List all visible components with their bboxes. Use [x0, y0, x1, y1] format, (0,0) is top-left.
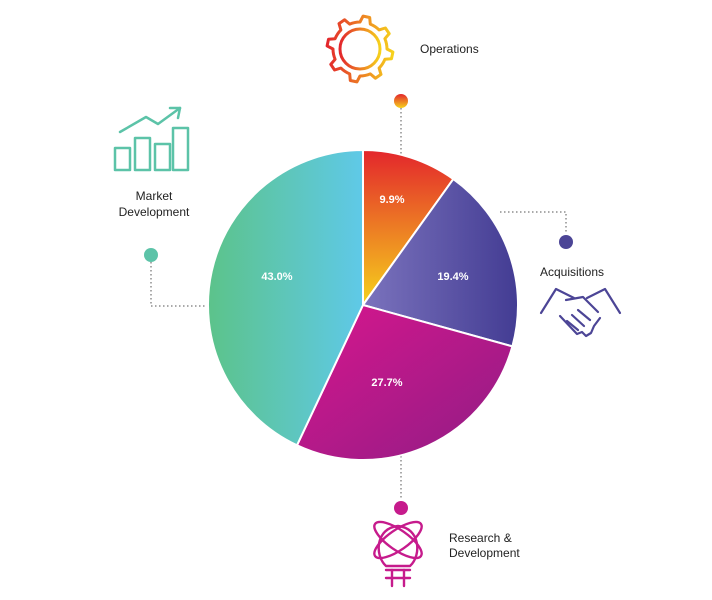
label-market-line2: Development — [119, 205, 190, 219]
pie-slices — [207, 148, 519, 461]
label-operations: Operations — [420, 42, 479, 56]
label-research-line2: Development — [449, 546, 520, 560]
growth-chart-icon — [113, 106, 190, 172]
handshake-icon — [539, 287, 622, 338]
pct-label-operations: 9.9% — [379, 194, 404, 206]
pie-slice-acquisitions — [361, 177, 519, 348]
connector-acquisitions — [500, 211, 567, 234]
label-research-line1: Research & — [449, 531, 512, 545]
connector-market — [150, 262, 212, 307]
dot-market — [144, 248, 158, 262]
label-market-line1: Market — [136, 189, 173, 203]
pct-label-acquisitions: 19.4% — [437, 271, 468, 283]
connector-lines — [150, 108, 567, 500]
pct-label-market: 43.0% — [261, 271, 292, 283]
gear-icon — [325, 14, 395, 84]
dot-acquisitions — [559, 235, 573, 249]
pie-slice-research — [295, 303, 514, 461]
marker-dots — [144, 94, 573, 515]
pie-slice-operations — [362, 148, 455, 309]
percent-labels: 9.9% 19.4% 27.7% 43.0% — [261, 194, 468, 389]
lightbulb-atom-icon — [373, 520, 423, 588]
label-acquisitions: Acquisitions — [540, 265, 604, 279]
dot-research — [394, 501, 408, 515]
pct-label-research: 27.7% — [371, 377, 402, 389]
pie-slice-market — [207, 148, 364, 447]
dot-operations — [394, 94, 408, 108]
